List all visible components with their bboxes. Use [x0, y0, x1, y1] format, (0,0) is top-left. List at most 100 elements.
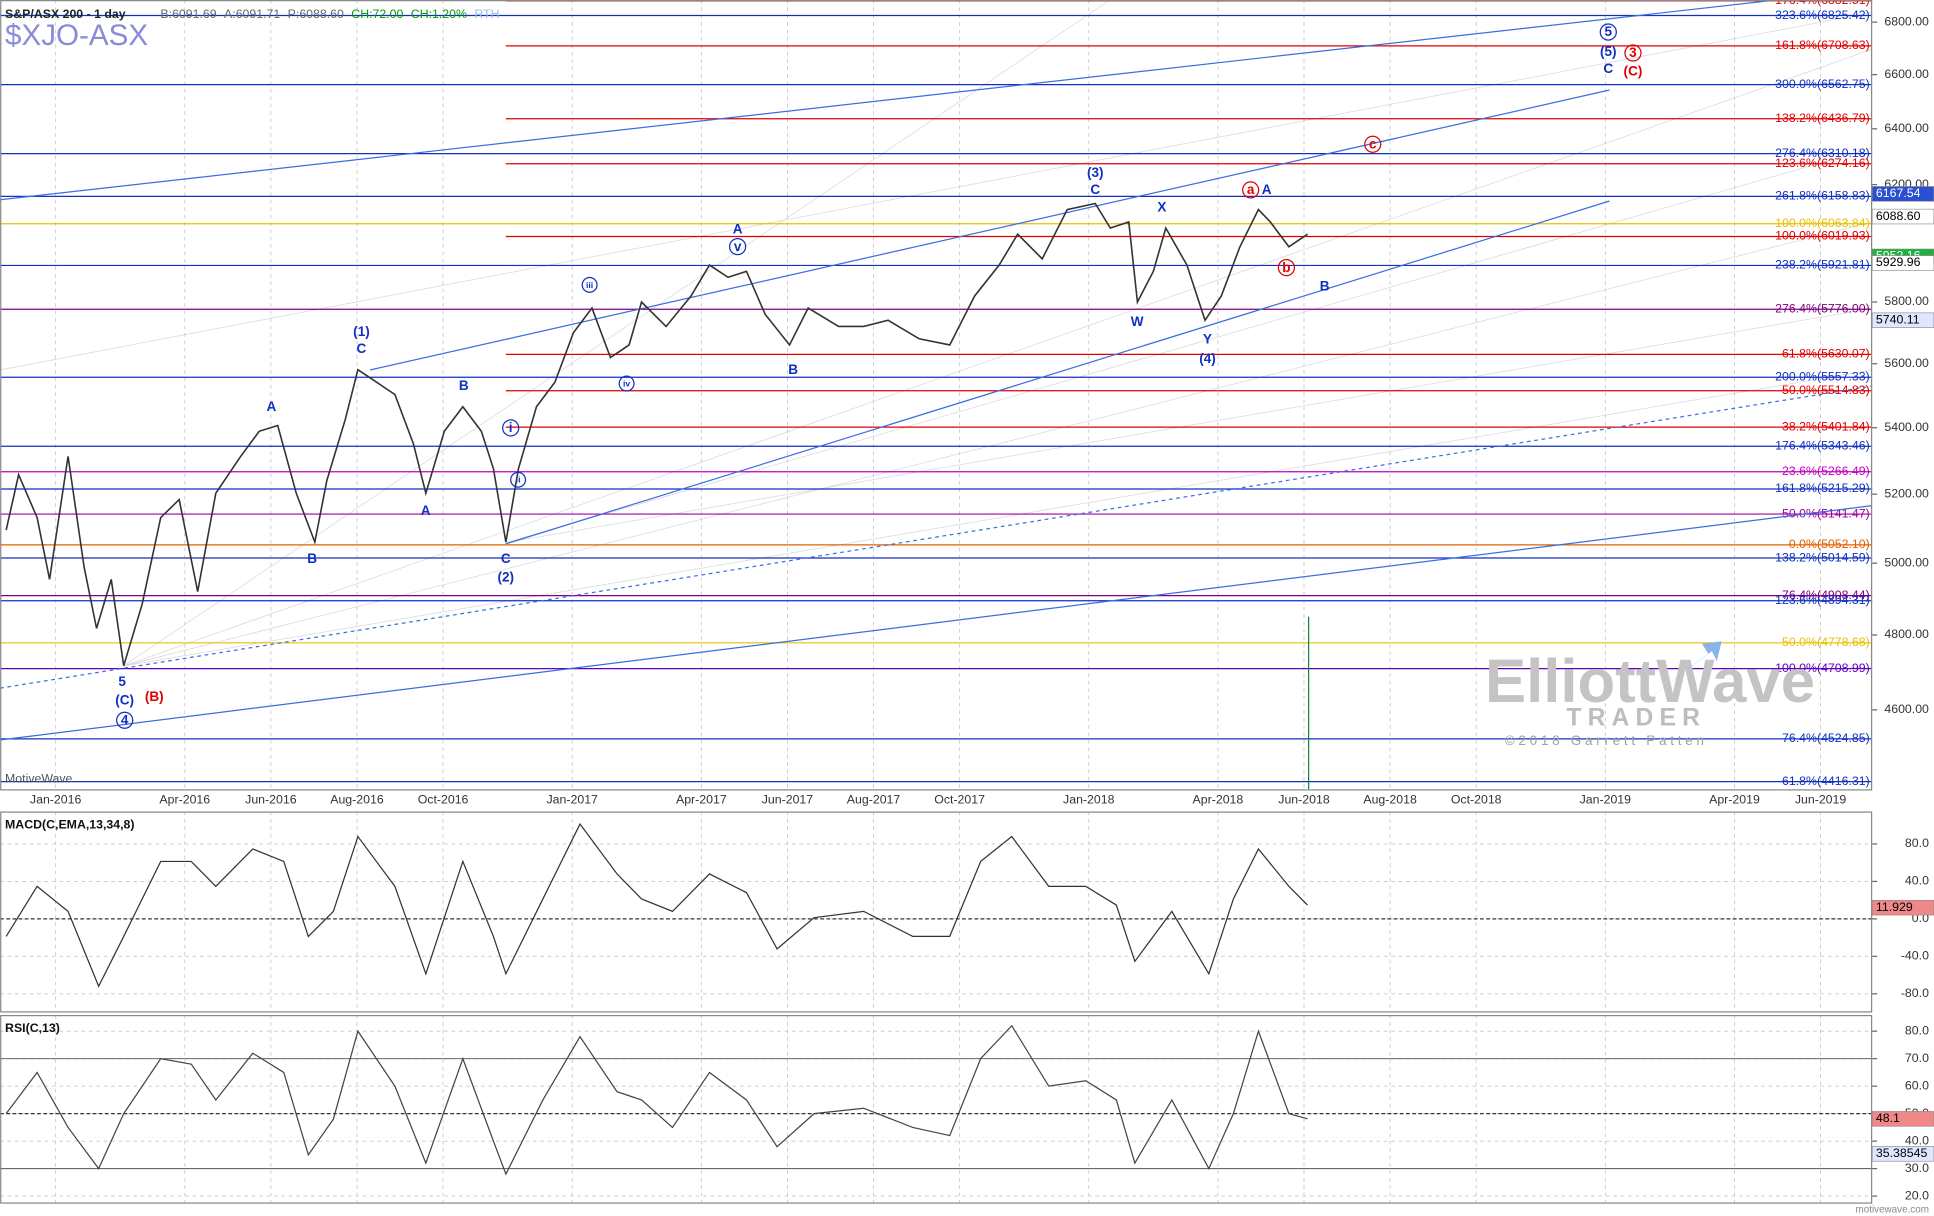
rsi-panel — [0, 1014, 1873, 1204]
x-tick-label: Apr-2016 — [159, 793, 210, 807]
panel-title: RSI(C,13) — [5, 1021, 60, 1035]
x-tick-label: Aug-2017 — [847, 793, 901, 807]
fib-level-label: 61.8%(4416.31) — [1782, 774, 1870, 788]
fib-level-label: 138.2%(6436.79) — [1775, 111, 1870, 125]
fib-level-label: 100.0%(6019.93) — [1775, 229, 1870, 243]
wave-label: a — [1247, 182, 1255, 197]
wave-label: (3) — [1087, 165, 1104, 180]
y-tick-label: -40.0 — [1901, 949, 1929, 963]
wave-circle — [728, 238, 747, 256]
y-tick-label: 60.0 — [1905, 1078, 1929, 1092]
x-tick-label: Jan-2018 — [1063, 793, 1115, 807]
x-tick-label: Jun-2018 — [1278, 793, 1330, 807]
y-tick-label: 4800.00 — [1884, 627, 1929, 641]
wave-circle — [116, 711, 134, 729]
fib-level-label: 161.8%(5215.29) — [1775, 481, 1870, 495]
fib-level-label: 300.0%(6562.75) — [1775, 77, 1870, 91]
watermark: ElliottWave TRADER ©2018 Garrett Patten — [1485, 641, 1815, 748]
fib-level-label: 38.2%(5401.84) — [1782, 419, 1870, 433]
fib-level-label: 100.0%(4708.99) — [1775, 661, 1870, 675]
x-tick-label: Oct-2017 — [934, 793, 985, 807]
source: MotiveWave — [5, 772, 73, 786]
y-tick-label: -80.0 — [1901, 986, 1929, 1000]
y-tick-label: 40.0 — [1905, 1133, 1929, 1147]
wave-label: 5 — [1605, 24, 1613, 39]
price-badge-label: 11.929 — [1876, 900, 1913, 914]
y-tick-label: 6800.00 — [1884, 14, 1929, 28]
wave-label: b — [1282, 260, 1290, 275]
watermark-copyright: ©2018 Garrett Patten — [1505, 733, 1708, 748]
axes: Jan-2016 Apr-2016 Jun-2016 Aug-2016 Oct-2016… — [5, 14, 1934, 1202]
wave-label: (5) — [1600, 44, 1617, 59]
quote: CH:1.20% — [411, 7, 467, 21]
y-tick-label: 80.0 — [1905, 1023, 1929, 1037]
fib-level-label: 50.0%(5514.83) — [1782, 383, 1870, 397]
fib-level-label: 276.4%(5776.00) — [1775, 302, 1870, 316]
fib-level-label: 123.6%(4894.31) — [1775, 593, 1870, 607]
wave-label: C — [1090, 182, 1100, 197]
wave-circle — [581, 276, 598, 293]
wave-label: A — [1262, 182, 1272, 197]
y-tick-label: 4600.00 — [1884, 702, 1929, 716]
price-line — [5, 822, 1308, 988]
wave-circle — [1277, 258, 1296, 277]
price-badge-label: 6167.54 — [1876, 186, 1921, 200]
x-tick-label: Jun-2017 — [762, 793, 814, 807]
x-tick-label: Aug-2016 — [330, 793, 384, 807]
wave-label: (2) — [497, 569, 514, 584]
wave-circle — [510, 471, 527, 488]
footer: motivewave.com — [1856, 1204, 1929, 1215]
wave-circle — [1364, 135, 1382, 153]
wave-labels: 5(C)4(B)AB(1)CABC(2)iiiiiiivvAB(3)CXWY(4… — [115, 23, 1643, 729]
fib-level-label: 138.2%(5014.59) — [1775, 550, 1870, 564]
y-tick-label: 5800.00 — [1884, 294, 1929, 308]
fib-level-label: 50.0%(4778.68) — [1782, 635, 1870, 649]
wave-label: iii — [586, 280, 593, 290]
wave-label: 5 — [118, 674, 126, 689]
x-tick-label: Apr-2018 — [1193, 793, 1244, 807]
price-badge-label: 35.38545 — [1876, 1146, 1928, 1160]
x-tick-label: Aug-2018 — [1363, 793, 1417, 807]
wave-label: B — [1320, 278, 1330, 293]
wave-label: v — [734, 239, 742, 254]
x-tick-label: Jun-2019 — [1795, 793, 1847, 807]
y-tick-label: 5600.00 — [1884, 356, 1929, 370]
fib-level-label: 238.2%(5921.81) — [1775, 258, 1870, 272]
fib-level-label: 176.4%(6882.51) — [1775, 0, 1870, 7]
wave-label: (C) — [1624, 64, 1643, 79]
quote: P:6088.60 — [288, 7, 344, 21]
watermark-brand: ElliottWave — [1485, 647, 1815, 716]
x-tick-label: Apr-2019 — [1709, 793, 1760, 807]
x-tick-label: Jan-2017 — [546, 793, 598, 807]
y-tick-label: 6600.00 — [1884, 67, 1929, 81]
fib-level-label: 0.0%(5052.10) — [1789, 537, 1870, 551]
x-tick-label: Oct-2018 — [1451, 793, 1502, 807]
wave-label: A — [267, 399, 277, 414]
y-tick-label: 70.0 — [1905, 1051, 1929, 1065]
fib-level-label: 50.0%(5141.47) — [1782, 506, 1870, 520]
chart-title: S&P/ASX 200 - 1 day — [5, 7, 126, 21]
wave-label: X — [1157, 199, 1166, 214]
header: S&P/ASX 200 - 1 day — [5, 7, 126, 21]
price-badge-label: 5740.11 — [1876, 313, 1920, 327]
quote: A:6091.71 — [224, 7, 280, 21]
y-tick-label: 5000.00 — [1884, 555, 1929, 569]
wave-label: C — [501, 551, 511, 566]
fib-levels: 176.4%(6882.51)323.6%(6825.42) 161.8%(670… — [0, 0, 1873, 1170]
price-line — [5, 202, 1308, 666]
series — [5, 202, 1308, 1176]
wave-label: (1) — [353, 324, 370, 339]
fan-lines — [0, 0, 1873, 667]
fib-level-label: 200.0%(5557.33) — [1775, 369, 1870, 383]
trend-lines — [0, 0, 1873, 790]
y-tick-label: 5200.00 — [1884, 486, 1929, 500]
wave-label: B — [459, 378, 469, 393]
wave-label: C — [1603, 61, 1613, 76]
wave-label: A — [421, 503, 431, 518]
fib-level-label: 323.6%(6825.42) — [1775, 8, 1870, 22]
watermark-sub: TRADER — [1566, 705, 1706, 732]
symbol: $XJO-ASX — [5, 19, 148, 52]
x-tick-label: Jun-2016 — [245, 793, 297, 807]
fib-level-label: 100.0%(6063.84) — [1775, 216, 1870, 230]
